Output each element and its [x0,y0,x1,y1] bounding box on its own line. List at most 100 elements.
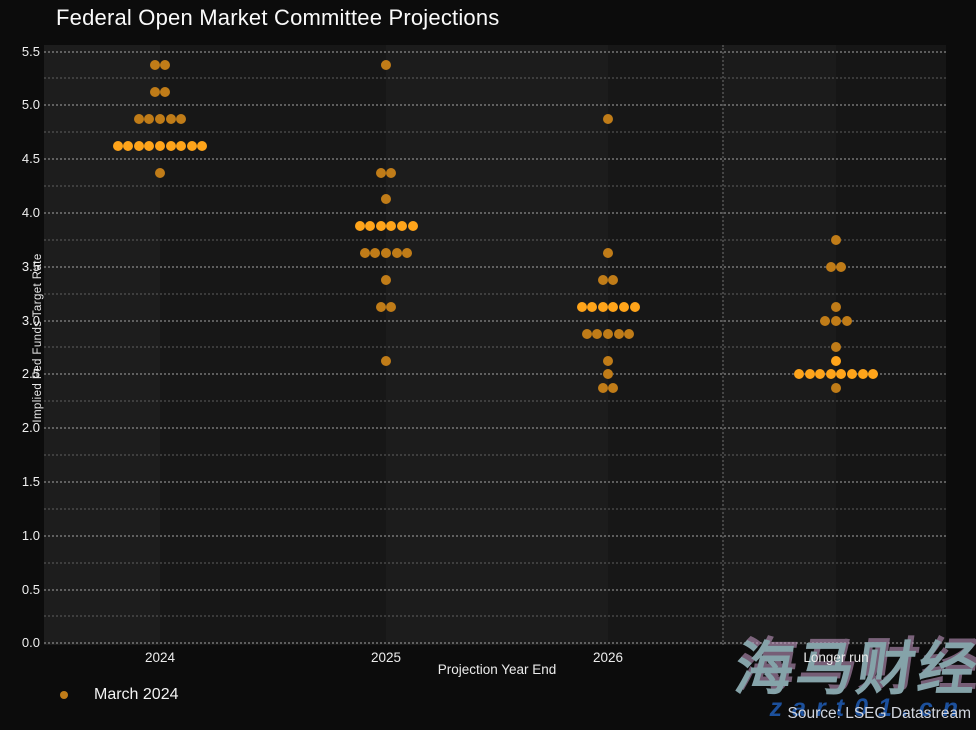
projection-dot [836,261,847,272]
projection-dot [112,140,123,151]
projection-dot [597,382,608,393]
gridline [44,292,946,295]
plot-background-band [44,45,160,645]
projection-dot [375,221,386,232]
projection-dot [381,248,391,259]
longer-run-divider [722,45,724,645]
gridline [44,77,946,80]
projection-dot [365,221,376,232]
gridline [44,104,946,107]
y-tick-label: 1.5 [21,473,40,489]
projection-dot [144,113,155,124]
projection-dot [820,315,831,326]
gridline [44,265,946,268]
watermark-url: zart01.cn [769,694,968,722]
projection-dot [613,328,624,339]
projection-dot [624,328,635,339]
plot-background-band [160,45,386,645]
gridline [44,319,946,322]
y-tick-label: 2.0 [21,420,40,436]
y-tick-label: 1.0 [21,527,40,543]
y-tick-label: 3.0 [21,312,40,328]
projection-dot [836,369,847,380]
projection-dot [592,328,603,339]
x-tick-label: Longer run [803,650,869,665]
gridline [44,158,946,161]
gridline [44,534,946,537]
gridline [44,427,946,430]
projection-dot [370,248,381,259]
projection-dot [186,140,197,151]
gridline [44,131,946,134]
gridline [44,588,946,591]
source-text: Source: LSEG Datastream [787,705,972,722]
projection-dot [155,167,165,178]
projection-dot [381,355,391,366]
projection-dot [831,234,841,245]
projection-dot [144,140,155,151]
projection-dot [793,369,804,380]
projection-dot [149,59,160,70]
projection-dot [618,302,629,313]
y-tick-label: 0.5 [21,581,40,597]
y-tick-label: 3.5 [21,258,40,274]
y-tick-label: 2.5 [21,366,40,382]
x-tick-label: 2024 [144,650,176,665]
projection-dot [386,167,397,178]
projection-dot [603,113,613,124]
y-tick-label: 0.0 [21,635,40,651]
legend-dot-icon [60,691,68,699]
projection-dot [576,302,587,313]
projection-dot [155,113,165,124]
legend: March 2024 [60,684,179,706]
projection-dot [831,342,841,353]
x-axis-title: Projection Year End [437,662,557,677]
projection-dot [825,369,836,380]
projection-dot [831,315,841,326]
projection-dot [846,369,857,380]
projection-dot [354,221,365,232]
projection-dot [375,167,386,178]
projection-dot [608,275,619,286]
gridline [44,507,946,510]
gridline [44,454,946,456]
projection-dot [381,59,391,70]
projection-dot [841,315,852,326]
projection-dot [149,86,160,97]
legend-label: March 2024 [94,686,179,703]
projection-dot [587,302,598,313]
projection-dot [629,302,640,313]
projection-dot [831,355,841,366]
projection-dot [165,140,176,151]
y-tick-label: 4.0 [21,204,40,220]
projection-dot [597,275,608,286]
plot-background-band [722,45,836,645]
projection-dot [165,113,176,124]
projection-dot [581,328,592,339]
plot-background-band [386,45,608,645]
projection-dot [396,221,407,232]
plot-background-band [608,45,722,645]
gridline [44,642,946,645]
projection-dot [608,382,619,393]
projection-dot [160,86,171,97]
projection-dot [386,302,397,313]
projection-dot [359,248,370,259]
y-tick-label: 4.5 [21,151,40,167]
gridline [44,50,946,53]
y-tick-label: 5.0 [21,97,40,113]
projection-dot [831,382,841,393]
projection-dot [597,302,608,313]
projection-dot [407,221,418,232]
x-tick-label: 2026 [592,650,624,665]
projection-dot [804,369,815,380]
gridline [44,185,946,187]
gridline [44,615,946,618]
projection-dot [155,140,165,151]
projection-dot [603,355,613,366]
gridline [44,480,946,483]
projection-dot [133,113,144,124]
projection-dot [391,248,402,259]
gridline [44,561,946,564]
